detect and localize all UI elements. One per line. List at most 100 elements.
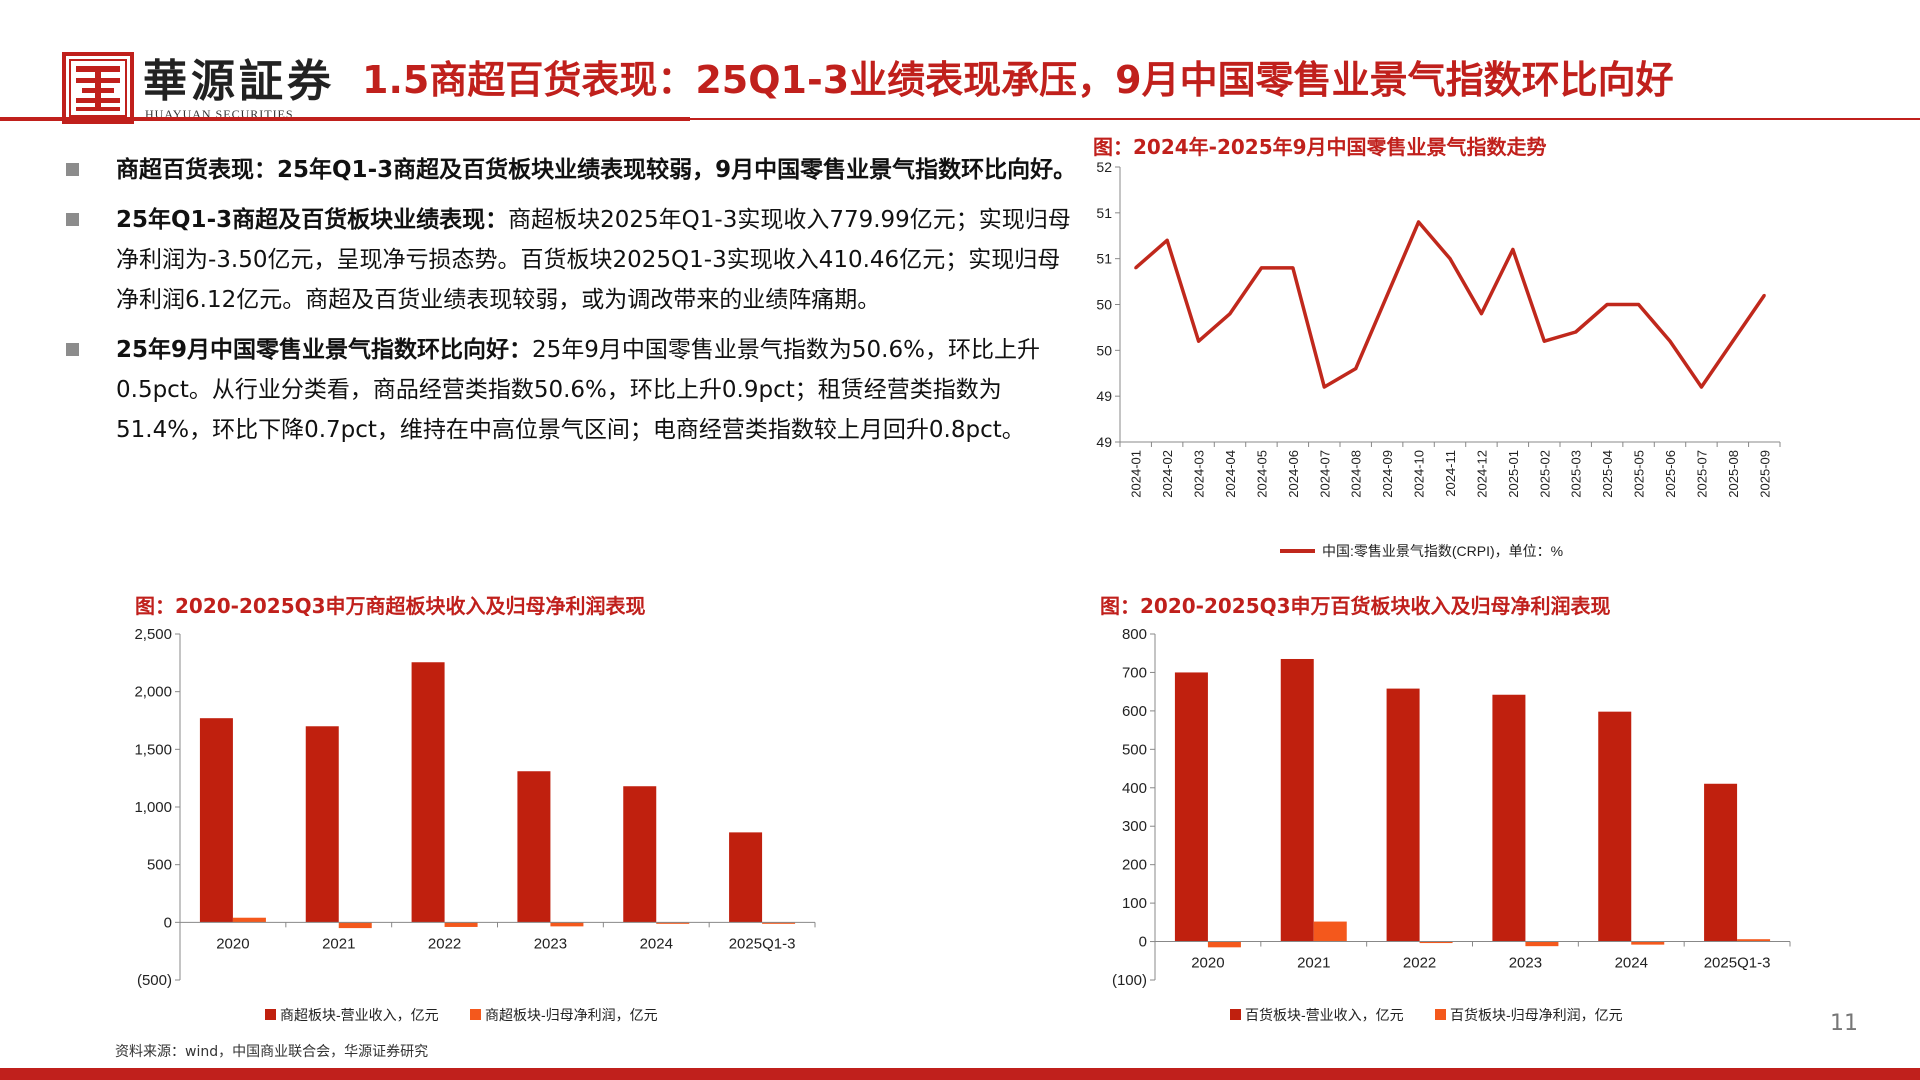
x-tick-label: 2025-07: [1694, 450, 1709, 498]
data-point: [1448, 257, 1452, 261]
x-tick-label: 2024-06: [1286, 450, 1301, 498]
data-point: [1479, 312, 1483, 316]
profit-bar: [762, 922, 796, 924]
bullet-list: 商超百货表现：25年Q1-3商超及百货板块业绩表现较弱，9月中国零售业景气指数环…: [60, 150, 1080, 460]
revenue-bar: [1174, 672, 1208, 942]
profit-bar: [232, 917, 266, 923]
x-tick-label: 2022: [428, 935, 461, 952]
y-tick-label: 52: [1096, 159, 1112, 175]
y-tick-label: 49: [1096, 388, 1112, 404]
bullet-body: 商超板块2025年Q1-3实现收入779.99亿元；实现归母净利润为-3.50亿…: [116, 207, 1071, 313]
x-tick-label: 2025-06: [1663, 450, 1678, 498]
data-point: [1291, 266, 1295, 270]
profit-bar: [1525, 941, 1559, 947]
y-tick-label: 100: [1122, 895, 1147, 912]
data-point: [1605, 303, 1609, 306]
x-tick-label: 2025-08: [1726, 450, 1741, 498]
data-point: [1322, 385, 1326, 389]
x-tick-label: 2025-03: [1569, 450, 1584, 498]
x-tick-label: 2020: [216, 935, 249, 952]
legend-swatch-revenue: [1230, 1009, 1241, 1020]
x-tick-label: 2025-02: [1537, 450, 1552, 498]
data-point: [1417, 220, 1421, 224]
y-tick-label: 1,500: [134, 741, 172, 758]
department-store-chart-title: 图：2020-2025Q3申万百货板块收入及归母净利润表现: [1100, 594, 1611, 618]
legend-label: 中国:零售业景气指数(CRPI)，单位：%: [1322, 543, 1563, 559]
y-tick-label: 50: [1096, 297, 1112, 313]
revenue-bar: [729, 832, 763, 923]
supermarket-chart-title: 图：2020-2025Q3申万商超板块收入及归母净利润表现: [135, 594, 646, 618]
x-tick-label: 2024-07: [1317, 450, 1332, 498]
data-point: [1259, 266, 1263, 270]
x-tick-label: 2024-09: [1380, 450, 1395, 498]
y-tick-label: 51: [1096, 205, 1112, 221]
profit-bar: [550, 922, 584, 927]
title-underline: [0, 117, 1920, 121]
revenue-bar: [517, 771, 551, 923]
legend-label-revenue: 百货板块-营业收入，亿元: [1245, 1007, 1404, 1023]
y-tick-label: 50: [1096, 342, 1112, 358]
x-tick-label: 2025Q1-3: [1704, 955, 1771, 972]
header: 華源証券 HUAYUAN SECURITIES 1.5商超百货表现：25Q1-3…: [0, 0, 1920, 125]
x-tick-label: 2024: [640, 935, 673, 952]
x-tick-label: 2025-09: [1757, 450, 1772, 498]
revenue-bar: [1704, 783, 1738, 942]
revenue-bar: [1492, 694, 1526, 942]
legend-label-profit: 百货板块-归母净利润，亿元: [1450, 1007, 1623, 1023]
x-tick-label: 2020: [1191, 955, 1224, 972]
page-title: 1.5商超百货表现：25Q1-3业绩表现承压，9月中国零售业景气指数环比向好: [362, 58, 1674, 102]
y-tick-label: (500): [137, 972, 172, 989]
y-tick-label: 800: [1122, 626, 1147, 643]
x-tick-label: 2024-10: [1412, 450, 1427, 498]
department-store-bar-chart: 800 700 600 500 400 300 200 100 0 (100) 2020 2021 20…: [1112, 626, 1791, 1023]
line-chart-title: 图：2024年-2025年9月中国零售业景气指数走势: [1093, 135, 1547, 159]
data-point: [1511, 248, 1515, 251]
x-tick-label: 2023: [1509, 955, 1542, 972]
y-tick-label: 700: [1122, 664, 1147, 681]
revenue-bar: [305, 726, 339, 923]
bullet-lead: 25年Q1-3商超及百货板块业绩表现：: [116, 207, 509, 233]
legend-swatch-profit: [470, 1009, 481, 1020]
profit-bar: [1207, 941, 1241, 948]
page-number: 11: [1830, 1011, 1858, 1036]
revenue-bar: [1386, 688, 1420, 942]
bullet-square-icon: [66, 213, 79, 226]
data-point: [1574, 330, 1578, 334]
bullet-lead: 25年9月中国零售业景气指数环比向好：: [116, 337, 533, 363]
x-tick-label: 2024-03: [1192, 450, 1207, 498]
data-point: [1197, 339, 1201, 343]
y-tick-label: 600: [1122, 703, 1147, 720]
huayuan-logo-icon: [62, 52, 134, 124]
x-tick-label: 2024-11: [1443, 450, 1458, 497]
series-line: [1134, 220, 1766, 389]
data-point: [1165, 238, 1169, 242]
bullet-body: 25年9月中国零售业景气指数为50.6%，环比上升0.5pct。从行业分类看，商…: [116, 337, 1040, 443]
bullet-item: 25年Q1-3商超及百货板块业绩表现：商超板块2025年Q1-3实现收入779.…: [60, 200, 1080, 320]
data-point: [1637, 303, 1641, 306]
bullet-lead: 商超百货表现：25年Q1-3商超及百货板块业绩表现较弱，9月中国零售业景气指数环…: [116, 157, 1077, 183]
revenue-bar: [1280, 658, 1314, 942]
brand-name-cn: 華源証券: [143, 56, 335, 107]
revenue-bar: [199, 718, 233, 923]
bullet-item: 25年9月中国零售业景气指数环比向好：25年9月中国零售业景气指数为50.6%，…: [60, 330, 1080, 450]
y-tick-label: 200: [1122, 857, 1147, 874]
data-point: [1668, 339, 1672, 343]
profit-bar: [444, 922, 478, 927]
data-point: [1354, 367, 1358, 371]
x-tick-label: 2024-08: [1349, 450, 1364, 498]
y-tick-label: 2,000: [134, 684, 172, 701]
data-point: [1699, 385, 1703, 389]
x-tick-label: 2024-04: [1223, 450, 1238, 498]
x-tick-label: 2024-05: [1254, 450, 1269, 498]
y-tick-label: 2,500: [134, 626, 172, 643]
legend-label-revenue: 商超板块-营业收入，亿元: [280, 1007, 439, 1023]
x-tick-label: 2024: [1615, 955, 1648, 972]
x-tick-label: 2023: [534, 935, 567, 952]
bullet-item: 商超百货表现：25年Q1-3商超及百货板块业绩表现较弱，9月中国零售业景气指数环…: [60, 150, 1080, 190]
revenue-bar: [1598, 711, 1632, 942]
x-tick-label: 2024-12: [1474, 450, 1489, 498]
x-tick-label: 2022: [1403, 955, 1436, 972]
revenue-bar: [623, 786, 657, 923]
bullet-square-icon: [66, 343, 79, 356]
data-point: [1385, 293, 1389, 297]
